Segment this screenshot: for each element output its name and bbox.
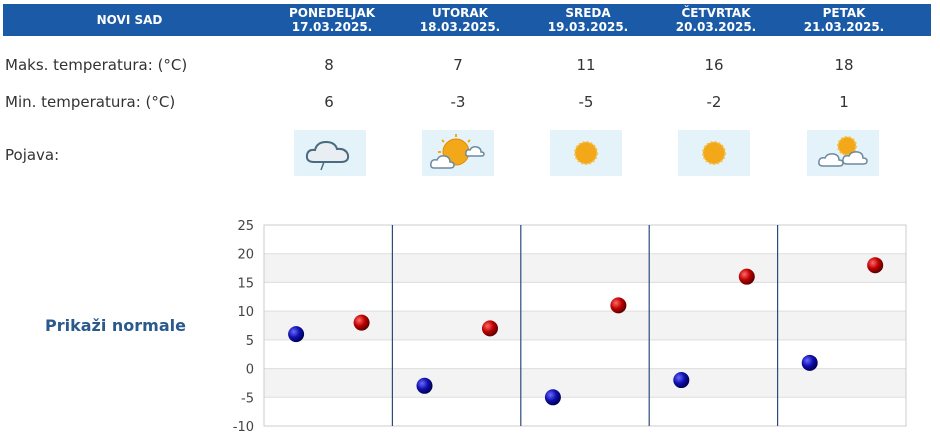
day-name: PETAK [822, 6, 866, 20]
max-temp-value: 11 [576, 56, 596, 74]
city-name: NOVI SAD [96, 13, 163, 27]
y-tick-label: 25 [237, 219, 254, 234]
day-date: 20.03.2025. [675, 20, 757, 34]
min-temp-value: 1 [839, 93, 849, 111]
sun-icon [678, 130, 750, 176]
y-tick-label: 10 [237, 305, 254, 320]
min-temp-marker [288, 326, 305, 343]
day-header-1[interactable]: PONEDELJAK 17.03.2025. [268, 6, 396, 34]
min-temp-value: 6 [324, 93, 334, 111]
min-temp-marker [801, 354, 818, 371]
day-name: UTORAK [432, 6, 488, 20]
min-temp-marker [673, 372, 690, 389]
max-temp-marker [481, 320, 498, 337]
day-name: SREDA [565, 6, 611, 20]
max-temp-marker [867, 257, 884, 274]
min-temp-value: -5 [578, 93, 594, 111]
sun-behind-clouds-icon [807, 130, 879, 176]
forecast-header: NOVI SAD PONEDELJAK 17.03.2025. UTORAK 1… [3, 4, 931, 36]
day-date: 18.03.2025. [419, 20, 501, 34]
sun-icon [550, 130, 622, 176]
max-temp-value: 7 [453, 56, 463, 74]
partly-cloudy-icon [422, 130, 494, 176]
day-header-2[interactable]: UTORAK 18.03.2025. [396, 6, 524, 34]
min-temp-marker [544, 389, 561, 406]
min-temp-value: -2 [706, 93, 722, 111]
day-header-3[interactable]: SREDA 19.03.2025. [524, 6, 652, 34]
max-temp-value: 18 [834, 56, 854, 74]
min-temp-marker [416, 377, 433, 394]
day-date: 19.03.2025. [547, 20, 629, 34]
min-temp-label: Min. temperatura: (°C) [5, 93, 176, 111]
grid-band [264, 311, 906, 340]
day-date: 21.03.2025. [803, 20, 885, 34]
max-temp-marker [353, 314, 370, 331]
max-temp-label: Maks. temperatura: (°C) [5, 56, 188, 74]
grid-band [264, 368, 906, 398]
day-name: ČETVRTAK [681, 6, 751, 20]
max-temp-marker [738, 268, 755, 285]
y-tick-label: 5 [246, 334, 254, 349]
max-temp-value: 8 [324, 56, 334, 74]
y-tick-label: 20 [237, 248, 254, 263]
day-header-5[interactable]: PETAK 21.03.2025. [780, 6, 908, 34]
max-temp-value: 16 [704, 56, 724, 74]
cloud-rain-icon [294, 130, 366, 176]
plot-border [263, 224, 907, 427]
show-normals-link[interactable]: Prikaži normale [45, 316, 186, 335]
phenomenon-label: Pojava: [5, 146, 60, 164]
grid-band [264, 253, 906, 283]
day-header-4[interactable]: ČETVRTAK 20.03.2025. [652, 6, 780, 34]
day-date: 17.03.2025. [291, 20, 373, 34]
y-tick-label: 15 [237, 276, 254, 291]
y-tick-label: -5 [241, 391, 254, 406]
day-name: PONEDELJAK [288, 6, 376, 20]
min-temp-value: -3 [450, 93, 466, 111]
max-temp-marker [610, 297, 627, 314]
y-tick-label: -10 [233, 420, 254, 435]
y-tick-label: 0 [246, 363, 254, 378]
